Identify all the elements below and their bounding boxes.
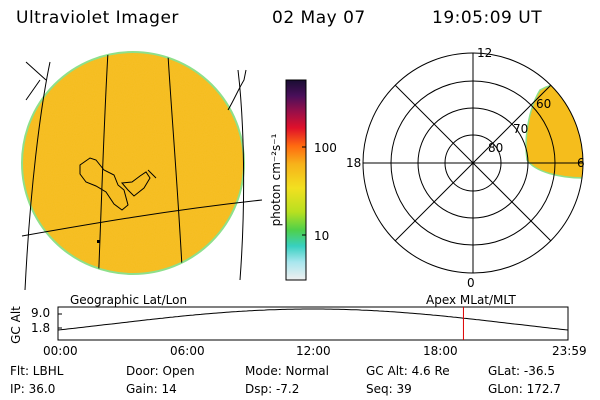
- glat-info: GLat: -36.5: [488, 364, 555, 378]
- gc-alt-info: GC Alt: 4.6 Re: [366, 364, 450, 378]
- seq-info: Seq: 39: [366, 382, 412, 396]
- filter-info: Flt: LBHL: [10, 364, 64, 378]
- colorbar-unit-label: photon cm⁻²s⁻¹: [269, 133, 283, 227]
- timeline-y-axis-label: GC Alt: [9, 306, 23, 344]
- timeline-tick-3: 18:00: [423, 344, 458, 358]
- door-info: Door: Open: [126, 364, 195, 378]
- mode-info: Mode: Normal: [245, 364, 329, 378]
- timeline-tick-1: 06:00: [170, 344, 205, 358]
- mlt-label-0: 0: [467, 276, 475, 290]
- mlt-label-6: 6: [577, 156, 585, 170]
- mlt-label-12: 12: [477, 46, 493, 60]
- dsp-info: Dsp: -7.2: [245, 382, 300, 396]
- lat-lon-grid: [21, 52, 263, 291]
- timeline-tick-4: 23:59: [552, 344, 587, 358]
- app-title: Ultraviolet Imager: [16, 8, 179, 28]
- earth-disk-image: [21, 51, 263, 291]
- mlat-label-70: 70: [513, 122, 529, 136]
- mlat-label-60: 60: [536, 97, 552, 111]
- timeline-tick-2: 12:00: [296, 344, 331, 358]
- colorbar-tick-100: 100: [314, 141, 337, 155]
- gc-alt-timeline: [57, 306, 569, 341]
- ip-info: IP: 36.0: [10, 382, 56, 396]
- date-label: 02 May 07: [272, 8, 366, 28]
- polar-plot: [362, 52, 584, 274]
- timeline-y-bottom: 1.8: [31, 321, 51, 335]
- colorbar: [285, 79, 307, 281]
- new-zealand-outline: [79, 157, 157, 211]
- apex-label: Apex MLat/MLT: [426, 293, 516, 307]
- timeline-tick-0: 00:00: [43, 344, 78, 358]
- timeline-y-top: 9.0: [31, 306, 51, 320]
- mlat-label-80: 80: [488, 141, 504, 155]
- mlt-label-18: 18: [346, 156, 362, 170]
- glon-info: GLon: 172.7: [488, 382, 561, 396]
- time-label: 19:05:09 UT: [432, 8, 543, 28]
- colorbar-tick-10: 10: [314, 229, 330, 243]
- geographic-label: Geographic Lat/Lon: [70, 293, 188, 307]
- gain-info: Gain: 14: [126, 382, 177, 396]
